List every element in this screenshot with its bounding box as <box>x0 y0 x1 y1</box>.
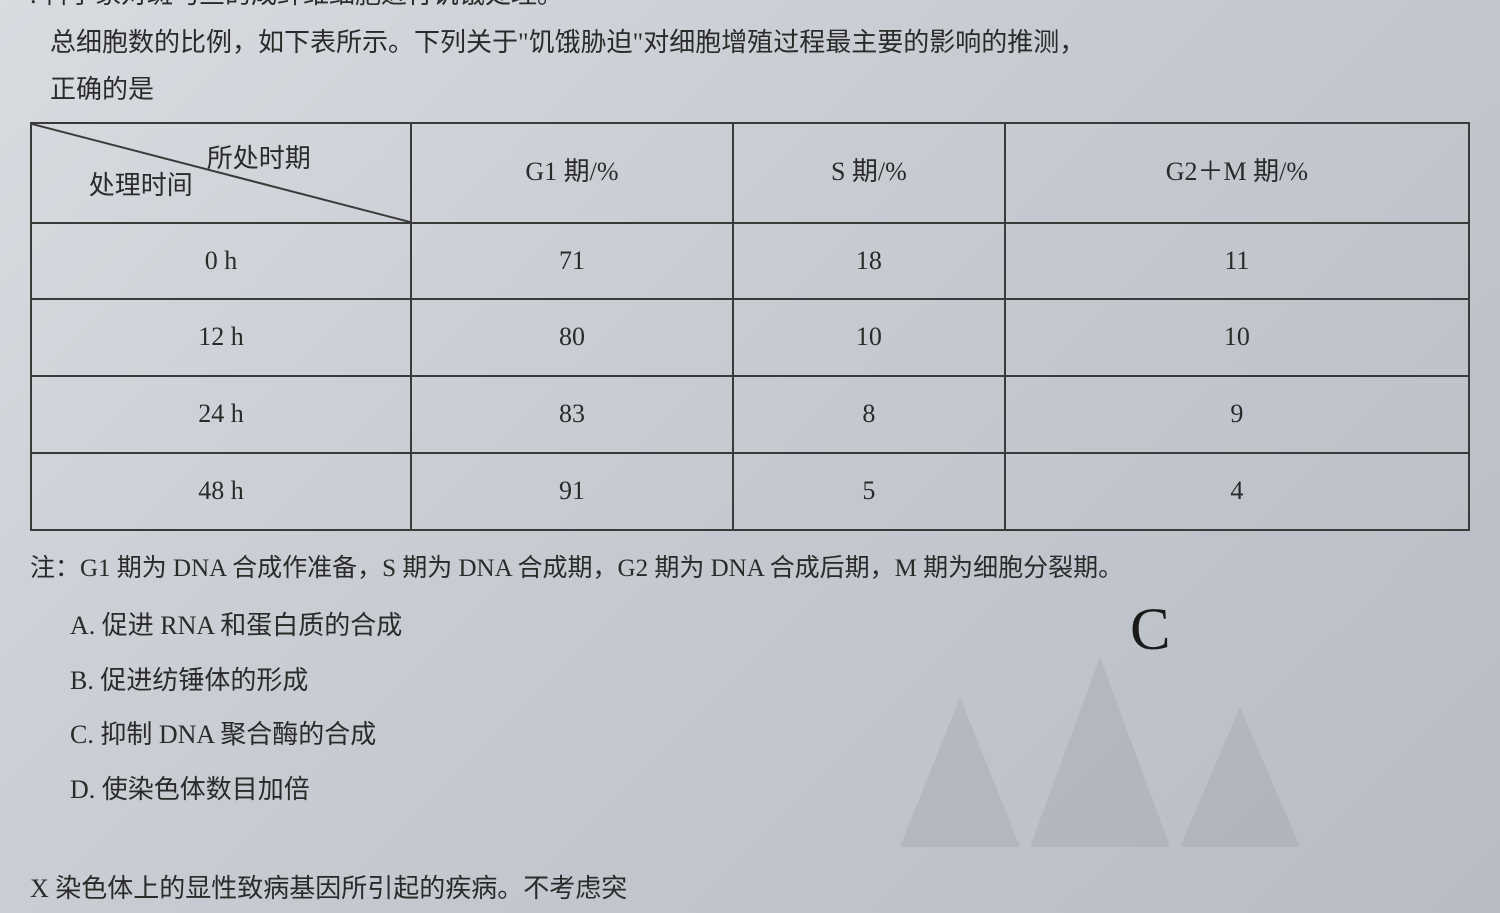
bottom-cutoff-text: X 染色体上的显性致病基因所引起的疾病。不考虑突 <box>30 866 1500 913</box>
data-table: 所处时期 处理时间 G1 期/% S 期/% G2＋M 期/% 0 h 71 1… <box>30 122 1470 531</box>
option-c: C. 抑制 DNA 聚合酶的合成 <box>70 712 1470 759</box>
question-stem: 总细胞数的比例，如下表所示。下列关于"饥饿胁迫"对细胞增殖过程最主要的影响的推测… <box>30 20 1470 114</box>
cell-g1: 80 <box>411 299 733 376</box>
cell-g2m: 10 <box>1005 299 1469 376</box>
table-row: 24 h 83 8 9 <box>31 376 1469 453</box>
answer-options: A. 促进 RNA 和蛋白质的合成 B. 促进纺锤体的形成 C. 抑制 DNA … <box>30 603 1470 814</box>
diag-header-bottom: 处理时间 <box>89 163 193 210</box>
col-header-s: S 期/% <box>733 123 1005 223</box>
option-b: B. 促进纺锤体的形成 <box>70 658 1470 705</box>
cell-time: 12 h <box>31 299 411 376</box>
cell-time: 24 h <box>31 376 411 453</box>
cell-g1: 83 <box>411 376 733 453</box>
cell-s: 18 <box>733 223 1005 300</box>
table-row: 48 h 91 5 4 <box>31 453 1469 530</box>
cell-g1: 71 <box>411 223 733 300</box>
table-footnote: 注：G1 期为 DNA 合成作准备，S 期为 DNA 合成期，G2 期为 DNA… <box>30 546 1470 591</box>
col-header-g2m: G2＋M 期/% <box>1005 123 1469 223</box>
cell-time: 48 h <box>31 453 411 530</box>
col-header-g1: G1 期/% <box>411 123 733 223</box>
top-cutoff-text: . 科学家对斑马鱼的成纤维细胞进行饥饿处理。 <box>30 0 1500 19</box>
question-line-2: 正确的是 <box>50 67 1470 114</box>
cell-g2m: 9 <box>1005 376 1469 453</box>
diag-header-top: 所处时期 <box>207 136 311 183</box>
cell-s: 8 <box>733 376 1005 453</box>
option-a: A. 促进 RNA 和蛋白质的合成 <box>70 603 1470 650</box>
table-row: 0 h 71 18 11 <box>31 223 1469 300</box>
handwritten-answer: C <box>1128 574 1172 683</box>
question-line-1: 总细胞数的比例，如下表所示。下列关于"饥饿胁迫"对细胞增殖过程最主要的影响的推测… <box>50 20 1470 67</box>
cell-s: 10 <box>733 299 1005 376</box>
cell-g2m: 4 <box>1005 453 1469 530</box>
cell-g2m: 11 <box>1005 223 1469 300</box>
table-header-row: 所处时期 处理时间 G1 期/% S 期/% G2＋M 期/% <box>31 123 1469 223</box>
option-d: D. 使染色体数目加倍 <box>70 767 1470 814</box>
cell-time: 0 h <box>31 223 411 300</box>
table-row: 12 h 80 10 10 <box>31 299 1469 376</box>
table-diagonal-header: 所处时期 处理时间 <box>31 123 411 223</box>
cell-s: 5 <box>733 453 1005 530</box>
cell-g1: 91 <box>411 453 733 530</box>
